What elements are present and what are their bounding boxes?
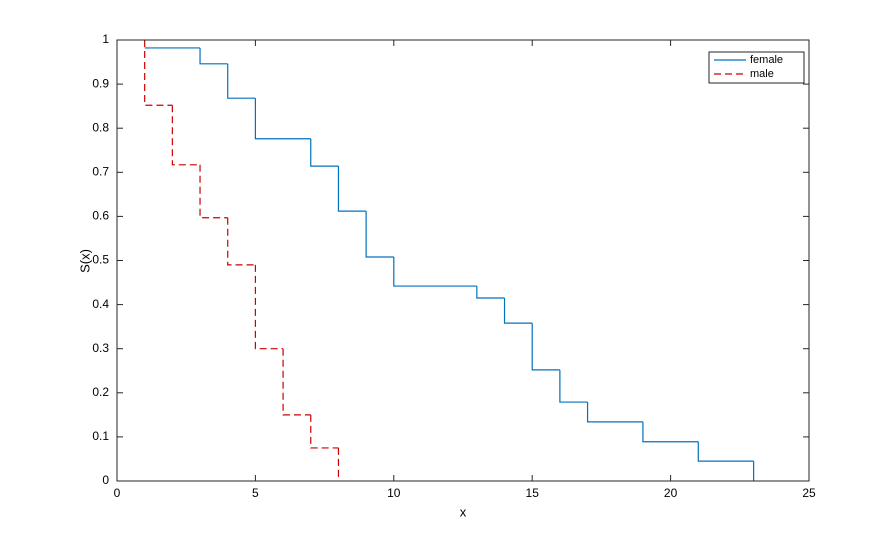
step-segment: [586, 402, 643, 423]
step-segment: [282, 348, 311, 416]
step-segment: [254, 98, 311, 140]
legend-label: male: [750, 68, 774, 80]
y-tick-label: 0.9: [92, 76, 109, 90]
x-tick-label: 5: [252, 486, 259, 500]
y-tick-label: 0.4: [92, 297, 109, 311]
step-segment: [503, 297, 533, 324]
step-segment: [365, 211, 394, 258]
y-tick-label: 0.2: [92, 385, 109, 399]
y-axis-label: S(x): [77, 249, 92, 273]
legend-label: female: [750, 54, 783, 66]
step-segment: [559, 369, 588, 403]
plot-area: [117, 40, 809, 481]
step-segment: [476, 286, 505, 299]
x-tick-label: 20: [664, 486, 678, 500]
step-segment: [254, 264, 284, 350]
y-tick-label: 0.3: [92, 341, 109, 355]
y-tick-label: 0.7: [92, 164, 109, 178]
y-tick-label: 1: [102, 32, 109, 46]
plot-frame: [116, 39, 810, 482]
step-segment: [393, 256, 477, 287]
legend-box: [708, 51, 805, 84]
step-segment: [337, 166, 367, 212]
x-axis-label: x: [460, 504, 467, 519]
y-tick-label: 0.8: [92, 120, 109, 134]
step-segment: [227, 217, 256, 266]
y-tick-label: 0.1: [92, 429, 109, 443]
step-segment: [144, 40, 173, 106]
y-tick-label: 0.6: [92, 209, 109, 223]
x-tick-label: 10: [387, 486, 401, 500]
step-segment: [310, 138, 339, 167]
step-segment: [199, 47, 228, 65]
y-tick-label: 0.5: [92, 253, 109, 267]
step-segment: [199, 164, 228, 219]
step-segment: [227, 63, 256, 99]
x-tick-label: 15: [526, 486, 540, 500]
x-tick-label: 25: [802, 486, 816, 500]
x-tick-label: 0: [114, 486, 121, 500]
step-segment: [531, 323, 560, 371]
step-segment: [310, 414, 339, 449]
step-segment: [642, 421, 699, 443]
step-segment: [697, 441, 754, 462]
y-tick-label: 0: [102, 473, 109, 487]
step-segment: [171, 105, 201, 166]
